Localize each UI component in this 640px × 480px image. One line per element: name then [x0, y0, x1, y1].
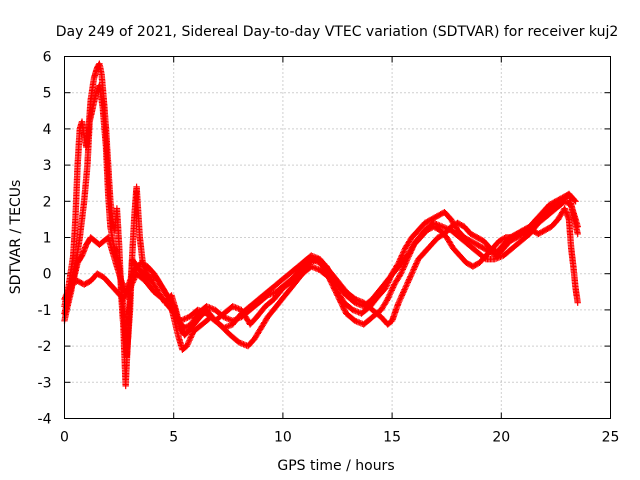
x-tick-label: 10: [274, 430, 292, 446]
y-tick-label: 5: [43, 86, 52, 102]
y-tick-label: -2: [38, 339, 52, 355]
x-tick-label: 15: [383, 430, 401, 446]
axis-tick-labels: 0 5 10 15 20 25 -4 -3 -2 -1 0 1 2 3 4 5 6: [38, 50, 620, 446]
y-tick-label: 0: [43, 267, 52, 283]
y-tick-label: -4: [38, 412, 52, 428]
x-tick-label: 20: [492, 430, 510, 446]
series-marks: [61, 82, 581, 361]
grid: [64, 56, 611, 419]
y-tick-label: 2: [43, 194, 52, 210]
y-tick-label: 3: [43, 158, 52, 174]
x-tick-label: 0: [60, 430, 69, 446]
y-tick-label: -3: [38, 375, 52, 391]
y-tick-label: -1: [38, 303, 52, 319]
y-tick-label: 4: [43, 122, 52, 138]
data-series: [61, 60, 581, 390]
x-tick-label: 25: [602, 430, 620, 446]
y-tick-label: 1: [43, 231, 52, 247]
chart-title: Day 249 of 2021, Sidereal Day-to-day VTE…: [56, 24, 619, 40]
x-axis-label: GPS time / hours: [277, 458, 394, 474]
plot-frame: [64, 56, 611, 419]
y-tick-label: 6: [43, 50, 52, 66]
x-tick-label: 5: [169, 430, 178, 446]
series-track-b: [61, 82, 581, 361]
y-axis-label: SDTVAR / TECUs: [8, 180, 24, 295]
